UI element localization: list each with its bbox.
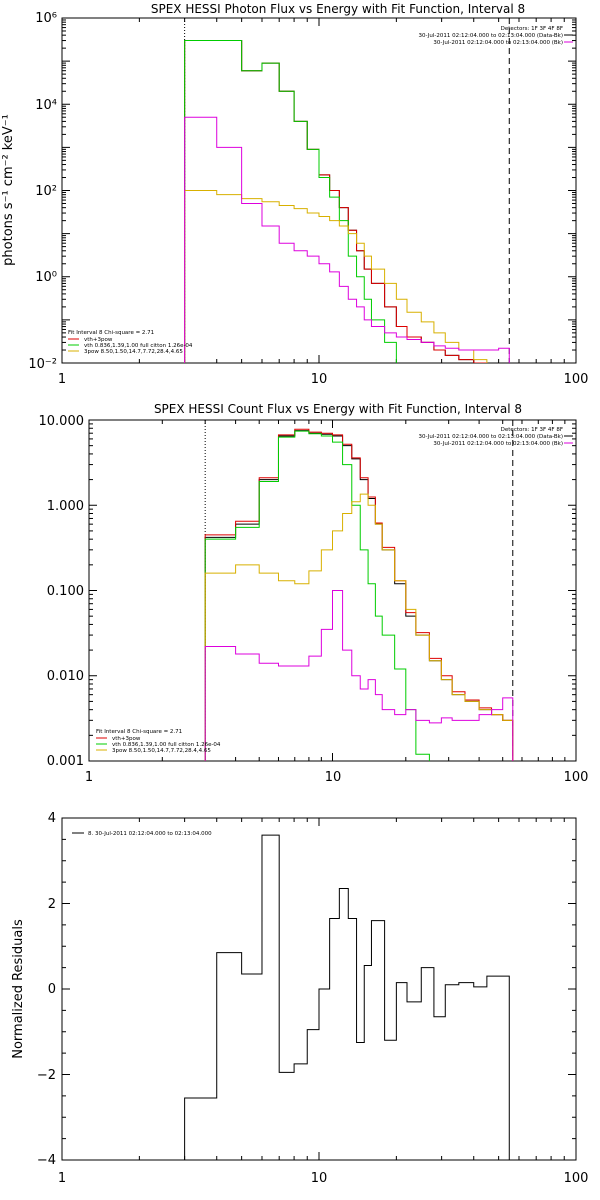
photon-flux-title: SPEX HESSI Photon Flux vs Energy with Fi… [151, 2, 525, 16]
residuals-y-tick-4: 4 [48, 811, 56, 826]
count-flux-series-3 [204, 493, 514, 761]
count-flux-legend-bk: 30-Jul-2011 02:12:04.000 to 02:13:04.000… [433, 441, 563, 447]
residuals-panel: Normalized Residuals 1 10 100 −4 −2 0 2 … [11, 811, 588, 1186]
residuals-y-tick-2: 0 [48, 982, 56, 997]
photon-flux-series-1 [184, 40, 488, 363]
residuals-y-tick-3: 2 [48, 897, 56, 912]
count-flux-y-tick-2: 0.100 [47, 584, 84, 599]
residuals-y-tick-0: −4 [37, 1153, 56, 1168]
photon-flux-x-tick-1: 1 [58, 372, 66, 387]
residuals-y-label: Normalized Residuals [11, 919, 26, 1059]
photon-flux-legend-vth: vth 0.836,1.39,1.00 full citton 1.26e-04 [84, 343, 193, 349]
residuals-x-tick-1: 1 [58, 1171, 66, 1186]
count-flux-x-tick-10: 10 [325, 770, 342, 785]
count-flux-y-tick-3: 1.000 [47, 499, 84, 514]
residuals-series-0 [184, 834, 510, 1160]
count-flux-series-2 [204, 430, 430, 761]
count-flux-legend-data: 30-Jul-2011 02:12:04.000 to 02:13:04.000… [419, 434, 564, 440]
photon-flux-y-label: photons s⁻¹ cm⁻² keV⁻¹ [1, 114, 16, 266]
photon-flux-legend-bk: 30-Jul-2011 02:12:04.000 to 02:13:04.000… [433, 40, 563, 46]
count-flux-series-0 [204, 430, 514, 761]
photon-flux-legend-data: 30-Jul-2011 02:12:04.000 to 02:13:04.000… [419, 33, 564, 39]
photon-flux-x-tick-100: 100 [564, 372, 589, 387]
count-flux-legend-detectors: Detectors: 1F 3F 4F 8F [501, 427, 563, 433]
photon-flux-axes-frame [61, 17, 577, 364]
count-flux-legend-vth: vth 0.836,1.39,1.00 full citton 1.26e-04 [112, 742, 221, 748]
residuals-x-tick-100: 100 [564, 1171, 589, 1186]
photon-flux-series-3 [184, 190, 488, 363]
count-flux-panel: SPEX HESSI Count Flux vs Energy with Fit… [39, 402, 589, 785]
photon-flux-legend-bottom-left: Fit Interval 8 Chi-square = 2.71 vth+3po… [68, 330, 193, 355]
photon-flux-y-tick-3: 10⁴ [35, 98, 57, 113]
photon-flux-series-0 [184, 40, 488, 363]
photon-flux-panel: SPEX HESSI Photon Flux vs Energy with Fi… [1, 2, 589, 387]
photon-flux-x-tick-10: 10 [311, 372, 328, 387]
residuals-x-tick-10: 10 [311, 1171, 328, 1186]
residuals-legend: 8. 30-Jul-2011 02:12:04.000 to 02:13:04.… [88, 831, 212, 837]
count-flux-y-tick-0: 0.001 [47, 754, 84, 769]
count-flux-series-1 [204, 428, 514, 761]
photon-flux-y-tick-4: 10⁶ [35, 11, 57, 26]
count-flux-legend-bottom-left: Fit Interval 8 Chi-square = 2.71 vth+3po… [96, 729, 221, 754]
residuals-y-tick-1: −2 [37, 1068, 56, 1083]
count-flux-x-tick-1: 1 [85, 770, 93, 785]
photon-flux-legend-top-right: Detectors: 1F 3F 4F 8F 30-Jul-2011 02:12… [419, 26, 573, 46]
photon-flux-y-tick-1: 10⁰ [35, 270, 57, 285]
photon-flux-legend-total: vth+3pow [84, 337, 113, 343]
count-flux-legend-3pow: 3pow 8.50,1.50,14.7,7.72,28.4,4.65 [112, 748, 211, 754]
count-flux-legend-top-right: Detectors: 1F 3F 4F 8F 30-Jul-2011 02:12… [419, 427, 573, 447]
count-flux-legend-total: vth+3pow [112, 736, 141, 742]
photon-flux-y-tick-2: 10² [35, 184, 57, 199]
photon-flux-legend-3pow: 3pow 8.50,1.50,14.7,7.72,28.4,4.65 [84, 349, 183, 355]
count-flux-fit-info: Fit Interval 8 Chi-square = 2.71 [96, 729, 182, 735]
photon-flux-fit-info: Fit Interval 8 Chi-square = 2.71 [68, 330, 154, 336]
count-flux-y-tick-4: 10.000 [39, 414, 85, 429]
photon-flux-series-4 [184, 116, 510, 363]
photon-flux-series-2 [184, 40, 397, 363]
count-flux-series-4 [204, 590, 514, 761]
photon-flux-legend-detectors: Detectors: 1F 3F 4F 8F [501, 26, 563, 32]
count-flux-y-tick-1: 0.010 [47, 669, 84, 684]
count-flux-x-tick-100: 100 [564, 770, 589, 785]
count-flux-title: SPEX HESSI Count Flux vs Energy with Fit… [154, 402, 522, 416]
photon-flux-y-tick-0: 10⁻² [28, 357, 57, 372]
